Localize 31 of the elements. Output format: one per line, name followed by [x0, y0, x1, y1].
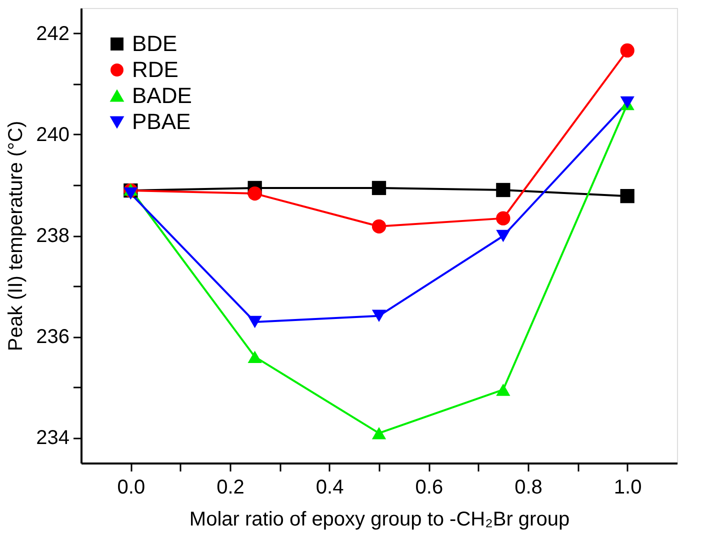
legend-label: BDE [132, 31, 178, 56]
point [372, 219, 386, 234]
y-tick-label: 242 [36, 22, 70, 45]
y-axis-title: Peak (II) temperature (°C) [5, 120, 28, 352]
y-tick-label: 240 [36, 124, 70, 146]
point [496, 384, 510, 396]
point [248, 316, 262, 328]
legend-label: RDE [132, 57, 178, 82]
point [620, 43, 634, 58]
point [372, 427, 386, 440]
point [124, 187, 138, 200]
x-tick-label: 0.2 [216, 476, 244, 498]
y-tick-label: 236 [36, 326, 70, 348]
y-tick-label: 238 [36, 225, 70, 247]
legend-label: PBAE [132, 109, 191, 134]
x-tick-label: 0.4 [316, 476, 344, 498]
legend-label: BADE [132, 83, 192, 108]
x-tick-label: 0.6 [415, 476, 444, 498]
x-tick-label: 1.0 [614, 476, 642, 498]
point [372, 180, 386, 196]
x-axis-title: Molar ratio of epoxy group to -CH₂Br group [189, 508, 570, 530]
point [496, 182, 510, 198]
point [620, 188, 634, 204]
x-tick-label: 0.0 [117, 476, 146, 498]
x-tick-label: 0.8 [514, 476, 542, 498]
y-tick-label: 234 [36, 427, 70, 450]
point [372, 310, 386, 322]
point [248, 186, 262, 201]
point [248, 350, 262, 363]
point [496, 211, 510, 226]
point [496, 230, 510, 242]
